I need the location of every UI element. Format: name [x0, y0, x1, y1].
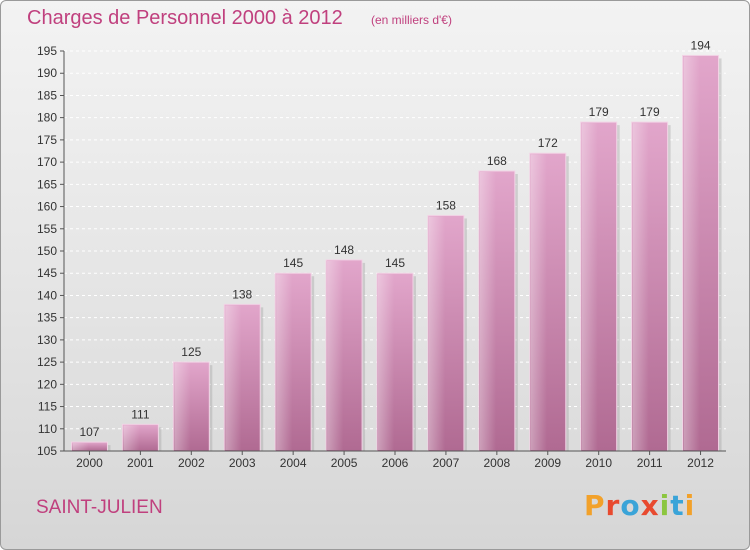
y-tick-label: 170: [37, 155, 57, 169]
y-tick-label: 165: [37, 177, 57, 191]
bar-highlight: [327, 260, 344, 450]
bar-highlight: [123, 425, 140, 450]
y-tick-label: 125: [37, 355, 57, 369]
data-label-2000: 107: [79, 425, 99, 439]
bar-highlight: [378, 274, 395, 450]
data-label-2002: 125: [181, 345, 201, 359]
x-tick-label-2001: 2001: [127, 456, 154, 470]
x-tick-label-2012: 2012: [687, 456, 714, 470]
bar-highlight: [581, 123, 598, 450]
x-tick-label-2011: 2011: [637, 456, 663, 470]
bar-highlight: [428, 216, 446, 450]
x-tick-label-2000: 2000: [76, 456, 103, 470]
y-tick-label: 105: [37, 444, 57, 458]
bar-highlight: [225, 305, 242, 450]
x-tick-label-2003: 2003: [229, 456, 256, 470]
y-tick-label: 145: [37, 266, 57, 280]
data-label-2010: 179: [589, 105, 609, 119]
x-tick-label-2007: 2007: [433, 456, 460, 470]
y-tick-label: 155: [37, 222, 57, 236]
data-label-2003: 138: [232, 287, 252, 301]
chart-subtitle: (en milliers d'€): [371, 13, 452, 27]
data-label-2004: 145: [283, 256, 303, 270]
x-tick-label-2005: 2005: [331, 456, 358, 470]
proxiti-logo: Proxiti: [584, 489, 696, 522]
x-tick-label-2004: 2004: [280, 456, 307, 470]
y-tick-label: 135: [37, 311, 57, 325]
y-tick-label: 150: [37, 244, 57, 258]
data-label-2011: 179: [640, 105, 660, 119]
x-tick-label-2008: 2008: [483, 456, 510, 470]
data-label-2006: 145: [385, 256, 405, 270]
y-tick-label: 120: [37, 377, 57, 391]
bar-highlight: [632, 123, 649, 450]
y-tick-label: 140: [37, 288, 57, 302]
y-tick-label: 190: [37, 66, 57, 80]
y-tick-label: 180: [37, 111, 57, 125]
y-tick-label: 110: [38, 422, 57, 436]
chart-title: Charges de Personnel 2000 à 2012: [27, 7, 343, 29]
x-tick-label-2009: 2009: [534, 456, 561, 470]
data-label-2009: 172: [538, 136, 558, 150]
y-tick-label: 115: [38, 400, 57, 414]
data-label-2008: 168: [487, 154, 507, 168]
x-tick-label-2010: 2010: [585, 456, 612, 470]
location-name: SAINT-JULIEN: [36, 497, 163, 518]
y-tick-label: 185: [37, 88, 57, 102]
x-tick-label-2002: 2002: [178, 456, 205, 470]
y-tick-label: 195: [37, 44, 57, 58]
bar-highlight: [683, 56, 700, 450]
bar-highlight: [530, 154, 547, 450]
y-tick-label: 130: [37, 333, 57, 347]
data-label-2005: 148: [334, 243, 354, 257]
bar-highlight: [276, 274, 293, 450]
data-label-2012: 194: [691, 38, 711, 52]
y-tick-label: 160: [37, 200, 57, 214]
bar-highlight: [72, 443, 89, 450]
data-label-2001: 111: [131, 407, 150, 421]
bar-highlight: [174, 363, 191, 450]
data-label-2007: 158: [436, 198, 456, 212]
bar-highlight: [479, 172, 497, 450]
x-tick-label-2006: 2006: [382, 456, 409, 470]
y-tick-label: 175: [37, 133, 57, 147]
